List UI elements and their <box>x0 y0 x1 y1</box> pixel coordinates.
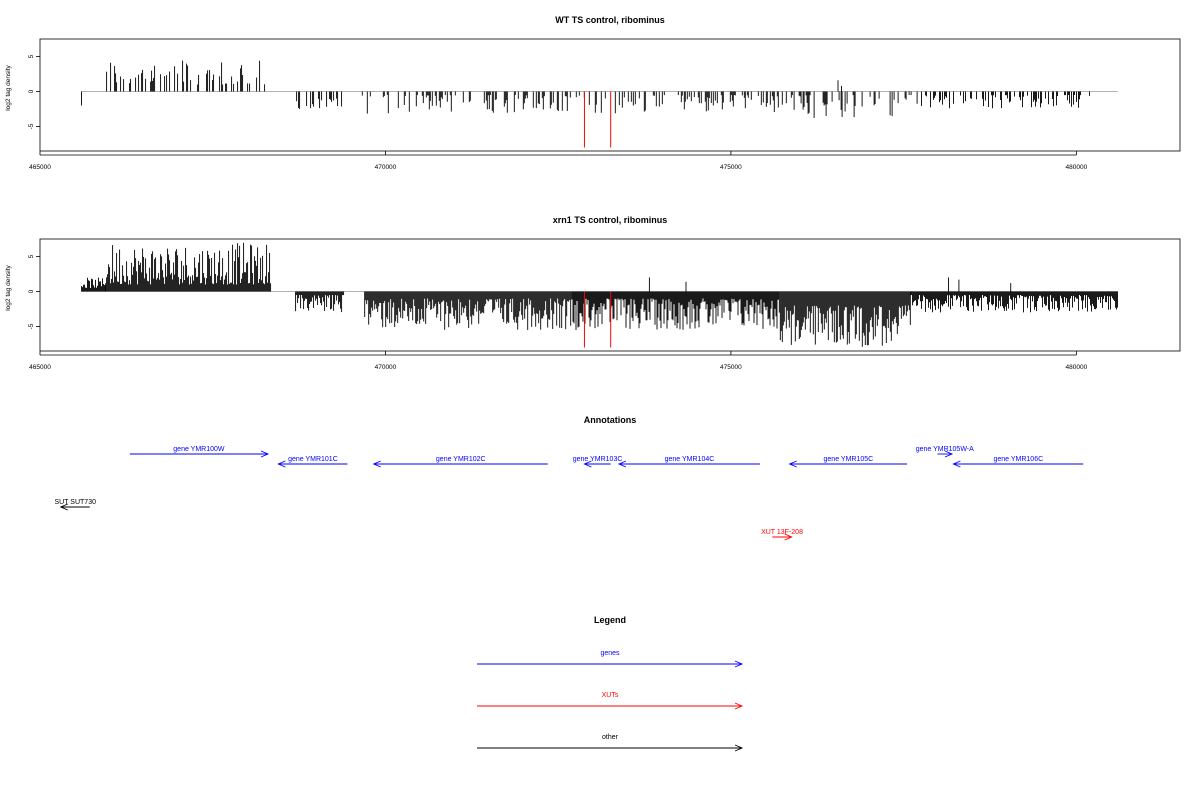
annotation-item: gene YMR100W <box>129 446 270 458</box>
wt-panel: WT TS control, ribominus log2 tag densit… <box>5 15 1181 171</box>
wt-axes: 5 0 -5 465000 470000 475000 480000 <box>28 54 1088 171</box>
xrn1-ytick-label: 5 <box>28 254 35 258</box>
xrn1-bars <box>81 242 1118 348</box>
legend-item-genes: genes <box>477 650 744 668</box>
annotation-label: gene YMR103C <box>573 456 623 463</box>
wt-xtick-label: 480000 <box>1066 164 1088 171</box>
legend-label: XUTs <box>602 692 619 699</box>
xrn1-ytick-label: -5 <box>28 323 35 329</box>
annotation-item: XUT 13F-208 <box>761 529 803 541</box>
xrn1-panel: xrn1 TS control, ribominus log2 tag dens… <box>5 215 1181 371</box>
annotation-item: gene YMR105W-A <box>916 446 974 458</box>
xrn1-ylabel: log2 tag density <box>5 264 12 310</box>
annotation-arrow-arrowhead <box>583 460 592 468</box>
annotation-item: gene YMR102C <box>372 456 548 468</box>
annotation-item: gene YMR101C <box>277 456 348 468</box>
xrn1-xtick-label: 480000 <box>1066 364 1088 371</box>
wt-ytick-label: 0 <box>28 89 35 93</box>
xrn1-ytick-label: 0 <box>28 289 35 293</box>
wt-xtick-label: 465000 <box>29 164 51 171</box>
legend-arrow-arrowhead <box>734 702 744 710</box>
legend-label: genes <box>600 650 620 657</box>
annotation-item: gene YMR103C <box>573 456 623 468</box>
annotation-arrow-arrowhead <box>617 460 627 468</box>
annotation-arrow-arrowhead <box>277 460 286 468</box>
annotation-arrow-arrowhead <box>788 460 797 468</box>
annotation-item: gene YMR106C <box>952 456 1084 468</box>
legend-item-XUTs: XUTs <box>477 692 744 710</box>
legend-panel: Legend genes XUTs other <box>477 615 744 752</box>
annotation-label: gene YMR102C <box>436 456 486 463</box>
legend-label: other <box>602 734 619 741</box>
xrn1-panel-title: xrn1 TS control, ribominus <box>553 215 668 225</box>
annotation-item: gene YMR104C <box>617 456 760 468</box>
wt-plot-frame <box>39 38 1181 152</box>
annotation-arrow-arrowhead <box>944 450 954 458</box>
annotation-label: gene YMR105C <box>824 456 874 463</box>
annotation-label: XUT 13F-208 <box>761 529 803 536</box>
wt-bars <box>81 60 1118 148</box>
annotation-label: gene YMR106C <box>993 456 1043 463</box>
wt-ylabel: log2 tag density <box>5 64 12 110</box>
annotation-arrow-arrowhead <box>372 460 381 468</box>
wt-ytick-label: -5 <box>28 123 35 129</box>
xrn1-plot-frame <box>39 238 1181 352</box>
xrn1-axes: 5 0 -5 465000 470000 475000 480000 <box>28 254 1088 371</box>
annotation-label: SUT SUT730 <box>54 499 96 506</box>
xrn1-xtick-label: 465000 <box>29 364 51 371</box>
legend-arrow-arrowhead <box>734 744 744 752</box>
legend-title: Legend <box>594 615 626 625</box>
annotation-label: gene YMR105W-A <box>916 446 974 453</box>
annotation-label: gene YMR101C <box>288 456 338 463</box>
xrn1-xtick-label: 470000 <box>375 364 397 371</box>
annotation-arrow-arrowhead <box>260 450 270 458</box>
wt-ytick-label: 5 <box>28 54 35 58</box>
legend-item-other: other <box>477 734 744 752</box>
wt-xtick-label: 470000 <box>375 164 397 171</box>
wt-panel-title: WT TS control, ribominus <box>555 15 665 25</box>
annotation-arrow-arrowhead <box>952 460 961 468</box>
annotation-label: gene YMR100W <box>173 446 225 453</box>
xrn1-xtick-label: 475000 <box>720 364 742 371</box>
legend-items: genes XUTs other <box>477 650 744 752</box>
annotation-tracks: gene YMR100W gene YMR101C gene YMR102C gene… <box>54 446 1084 541</box>
annotation-label: gene YMR104C <box>665 456 715 463</box>
annotations-title: Annotations <box>584 415 637 425</box>
annotation-arrow-arrowhead <box>59 503 68 511</box>
legend-arrow-arrowhead <box>734 660 744 668</box>
annotation-item: gene YMR105C <box>788 456 908 468</box>
annotation-arrow-arrowhead <box>784 533 793 541</box>
wt-xtick-label: 475000 <box>720 164 742 171</box>
annotation-item: SUT SUT730 <box>54 499 96 511</box>
